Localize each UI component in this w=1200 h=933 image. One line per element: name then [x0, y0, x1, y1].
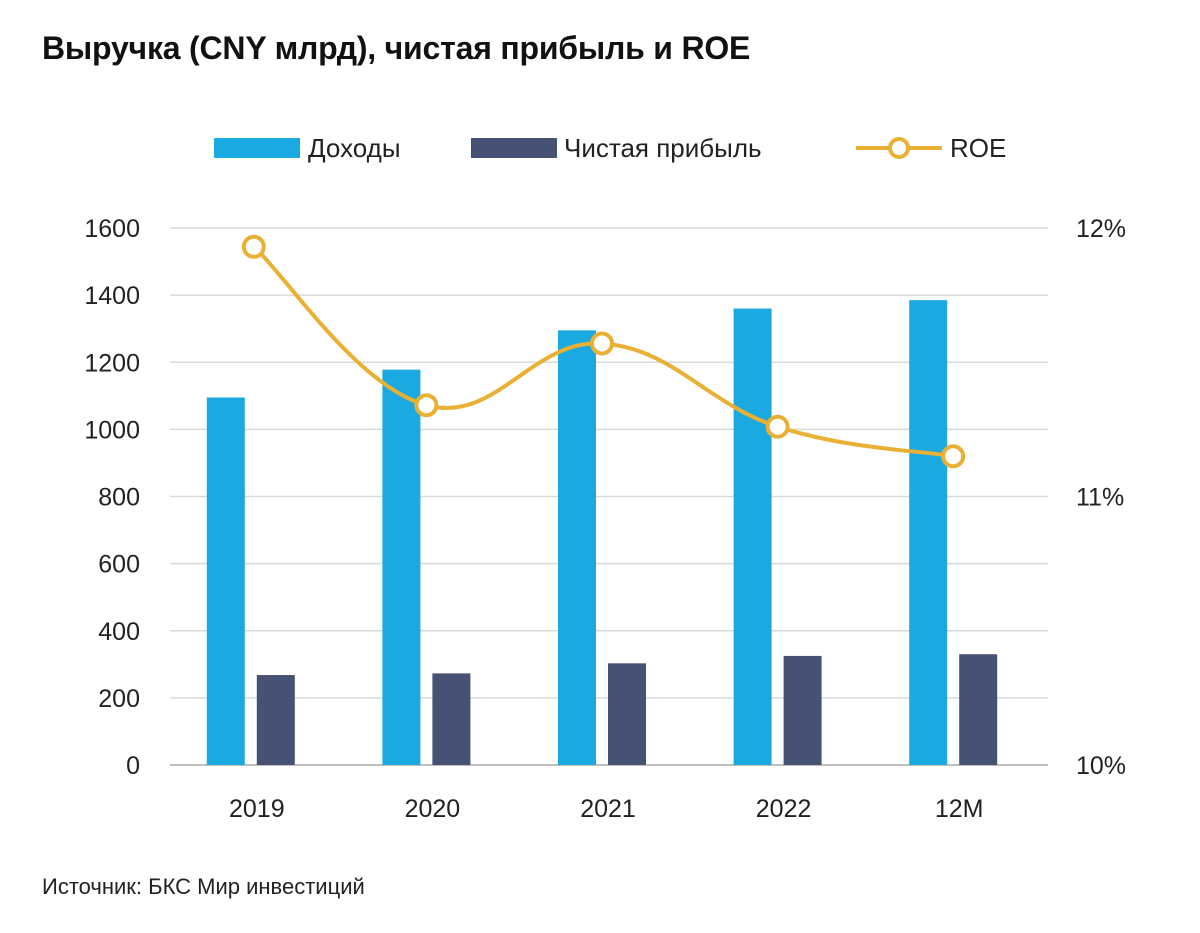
legend-label-net-profit: Чистая прибыль — [564, 133, 762, 163]
x-axis-ticks: 2019 2020 2021 2022 12M — [229, 795, 984, 823]
y-tick-label: 400 — [98, 618, 140, 646]
bar-revenue — [206, 397, 245, 765]
source-note: Источник: БКС Мир инвестиций — [42, 874, 365, 899]
roe-line-series — [241, 234, 966, 469]
y-tick-label: 0 — [126, 752, 140, 780]
y-tick-label: 1600 — [84, 215, 140, 243]
x-tick-label: 2019 — [229, 795, 285, 823]
bar-net-profit — [432, 673, 471, 765]
x-tick-label: 2021 — [580, 795, 636, 823]
legend-swatch-net-profit — [471, 138, 557, 158]
roe-point — [590, 331, 614, 356]
legend-label-roe: ROE — [950, 133, 1006, 163]
legend-label-revenue: Доходы — [308, 133, 401, 163]
x-tick-label: 2022 — [756, 795, 812, 823]
bar-net-profit — [959, 654, 998, 765]
bar-revenue — [558, 330, 596, 765]
roe-point — [941, 444, 966, 469]
y-tick-label: 1400 — [84, 282, 140, 310]
x-tick-label: 2020 — [405, 795, 461, 823]
bar-revenue — [909, 300, 948, 765]
bar-revenue — [733, 308, 772, 765]
bar-series — [206, 300, 998, 765]
legend-swatch-revenue — [214, 138, 300, 158]
y-tick-label: 800 — [98, 484, 140, 512]
roe-point — [414, 393, 439, 418]
roe-point — [765, 414, 790, 439]
roe-point — [241, 234, 266, 259]
right-axis-ticks: 10% 11% 12% — [1076, 215, 1126, 780]
y2-tick-label: 10% — [1076, 752, 1126, 780]
x-tick-label: 12M — [935, 795, 984, 823]
bar-revenue — [382, 369, 421, 765]
y2-tick-label: 11% — [1076, 484, 1124, 512]
y2-tick-label: 12% — [1076, 215, 1126, 243]
bar-net-profit — [256, 675, 295, 765]
left-axis-ticks: 0 200 400 600 800 1000 1200 1400 1600 — [84, 215, 140, 780]
chart-title: Выручка (CNY млрд), чистая прибыль и ROE — [42, 30, 751, 66]
y-tick-label: 1000 — [84, 416, 140, 444]
legend-swatch-roe-marker — [888, 137, 910, 159]
y-tick-label: 200 — [98, 685, 140, 713]
legend: Доходы Чистая прибыль ROE — [214, 133, 1006, 163]
y-tick-label: 600 — [98, 551, 140, 579]
bar-net-profit — [608, 663, 646, 765]
bar-net-profit — [783, 655, 822, 765]
y-tick-label: 1200 — [84, 349, 140, 377]
